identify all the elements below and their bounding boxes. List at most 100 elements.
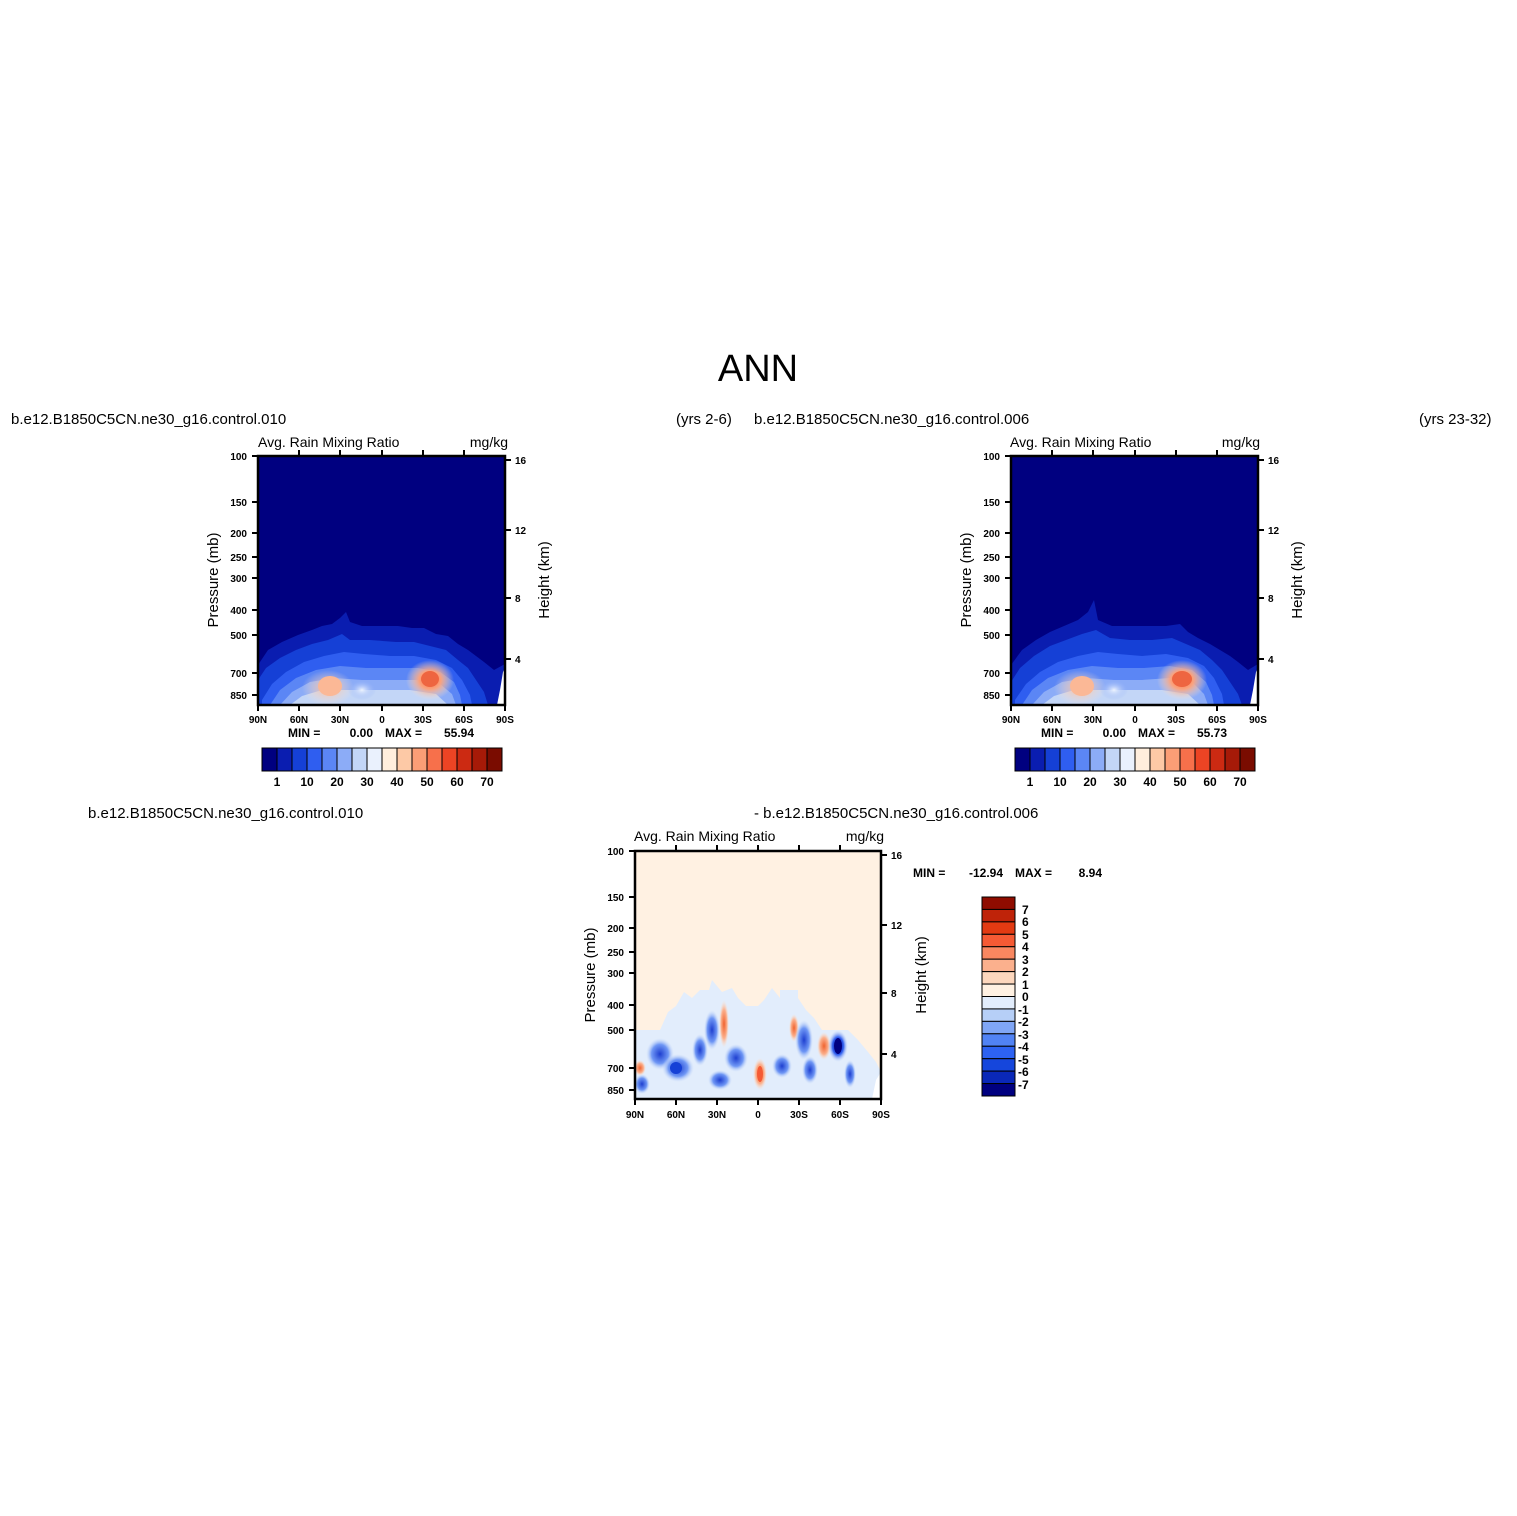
panel-3-case-left: b.e12.B1850C5CN.ne30_g16.control.010 (88, 805, 363, 822)
panel-1-ytick: 850 (230, 691, 247, 702)
panel-2-colorbar-label: 50 (1173, 775, 1187, 789)
panel-1-min-label: MIN = (288, 726, 320, 740)
colorbar-segment (1194, 747, 1211, 772)
panel-2-case-left: b.e12.B1850C5CN.ne30_g16.control.006 (754, 411, 1029, 428)
panel-1-xtick: 60N (290, 715, 308, 726)
panel-1-min-value: 0.00 (350, 726, 374, 740)
colorbar-segment (1224, 747, 1241, 772)
colorbar-segment (1104, 747, 1121, 772)
panel-1-ytick: 700 (230, 669, 247, 680)
panel-3-ytick: 250 (607, 948, 624, 959)
colorbar-segment (981, 1070, 1016, 1085)
colorbar-segment (471, 747, 488, 772)
panel-1-ytick: 150 (230, 498, 247, 509)
panel-3-ytick-right: 8 (891, 989, 897, 1000)
panel-3-ytick: 700 (607, 1064, 624, 1075)
colorbar-segment (261, 747, 278, 772)
panel-1-xtick: 90S (496, 715, 514, 726)
panel-1-ytick: 500 (230, 631, 247, 642)
colorbar-segment (981, 971, 1016, 985)
panel-3-ytick: 400 (607, 1001, 624, 1012)
panel-2-max-value: 55.73 (1197, 726, 1227, 740)
panel-3-ytick: 200 (607, 924, 624, 935)
panel-3-ytick-right: 4 (891, 1050, 897, 1061)
panel-3-case-right: - b.e12.B1850C5CN.ne30_g16.control.006 (754, 805, 1038, 822)
panel-1-ytick: 100 (230, 452, 247, 463)
panel-3-ytick: 300 (607, 969, 624, 980)
panel-1-units: mg/kg (470, 434, 508, 450)
panel-3-min-value: -12.94 (969, 866, 1003, 880)
panel-2-colorbar (1014, 747, 1256, 772)
panel-1-colorbar-label: 50 (420, 775, 434, 789)
panel-2-ytick: 150 (983, 498, 1000, 509)
colorbar-segment (1209, 747, 1226, 772)
panel-2-xtick: 30S (1167, 715, 1185, 726)
panel-1-colorbar-label: 60 (450, 775, 464, 789)
panel-2-xtick: 90S (1249, 715, 1267, 726)
panel-2-ytick-right: 4 (1268, 655, 1274, 666)
panel-1-colorbar-label: 1 (274, 775, 281, 789)
colorbar-segment (981, 908, 1016, 923)
panel-3-colorbar-label: -2 (1018, 1015, 1029, 1029)
colorbar-segment (1119, 747, 1136, 772)
panel-3-ytick: 850 (607, 1086, 624, 1097)
panel-3-xtick: 30N (708, 1110, 726, 1121)
colorbar-segment (1074, 747, 1091, 772)
panel-1-ytick: 300 (230, 574, 247, 585)
panel-3-colorbar-label: 2 (1022, 965, 1029, 979)
panel-1-plot-title: Avg. Rain Mixing Ratio (258, 434, 400, 450)
panel-2-max-label: MAX = (1138, 726, 1175, 740)
panel-3-colorbar-label: 4 (1022, 940, 1029, 954)
panel-3-xtick: 0 (755, 1110, 761, 1121)
panel-1-colorbar-label: 30 (360, 775, 374, 789)
panel-1-ylabel-right: Height (km) (536, 541, 553, 619)
panel-2-ytick: 700 (983, 669, 1000, 680)
figure-title: ANN (718, 348, 798, 390)
panel-3-ytick: 100 (607, 847, 624, 858)
colorbar-segment (426, 747, 443, 772)
colorbar-segment (366, 747, 383, 772)
panel-2-colorbar-label: 20 (1083, 775, 1097, 789)
colorbar-segment (981, 996, 1016, 1010)
panel-2-units: mg/kg (1222, 434, 1260, 450)
colorbar-segment (1179, 747, 1196, 772)
panel-1-case-right: (yrs 2-6) (676, 411, 732, 428)
colorbar-segment (1089, 747, 1106, 772)
panel-3-field (634, 851, 881, 1099)
panel-1-colorbar-label: 70 (480, 775, 494, 789)
panel-3-ytick: 500 (607, 1026, 624, 1037)
panel-1-xtick: 0 (379, 715, 385, 726)
colorbar-segment (321, 747, 338, 772)
colorbar-segment (981, 983, 1016, 997)
panel-2-colorbar-label: 40 (1143, 775, 1157, 789)
panel-3-ylabel: Pressure (mb) (582, 927, 599, 1022)
panel-2-xtick: 60S (1208, 715, 1226, 726)
colorbar-segment (981, 1058, 1016, 1072)
colorbar-segment (1029, 747, 1046, 772)
panel-1-ytick: 200 (230, 529, 247, 540)
panel-1-ytick-right: 16 (515, 456, 527, 467)
panel-1-xtick: 30S (414, 715, 432, 726)
panel-2-min-value: 0.00 (1103, 726, 1127, 740)
panel-3: b.e12.B1850C5CN.ne30_g16.control.010 - b… (88, 805, 1102, 1121)
panel-1: b.e12.B1850C5CN.ne30_g16.control.010 (yr… (11, 411, 732, 789)
panel-1-ytick-right: 8 (515, 594, 521, 605)
panel-2-xtick: 0 (1132, 715, 1138, 726)
panel-2-ytick: 250 (983, 553, 1000, 564)
panel-2-ytick: 850 (983, 691, 1000, 702)
colorbar-segment (1014, 747, 1031, 772)
colorbar-segment (981, 933, 1016, 948)
panel-2-ytick-right: 16 (1268, 456, 1280, 467)
panel-3-colorbar-label: 5 (1022, 928, 1029, 942)
panel-2-field (1011, 456, 1258, 706)
panel-1-max-value: 55.94 (444, 726, 474, 740)
panel-3-units: mg/kg (846, 828, 884, 844)
colorbar-segment (336, 747, 353, 772)
panel-2-colorbar-label: 30 (1113, 775, 1127, 789)
panel-2-colorbar-label: 60 (1203, 775, 1217, 789)
colorbar-segment (981, 1008, 1016, 1022)
panel-2-colorbar-label: 70 (1233, 775, 1247, 789)
colorbar-segment (1164, 747, 1181, 772)
panel-3-xtick: 30S (790, 1110, 808, 1121)
